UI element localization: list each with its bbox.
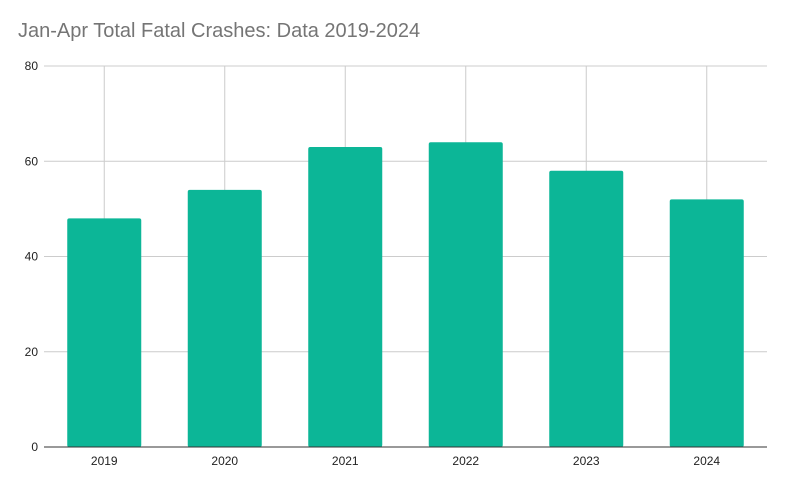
bar-2024 (669, 199, 744, 447)
y-tick-label: 0 (31, 440, 38, 454)
x-tick-label: 2019 (91, 454, 118, 468)
bar-2023 (549, 170, 624, 447)
x-tick-label: 2021 (332, 454, 359, 468)
y-tick-label: 20 (25, 345, 39, 359)
bar-2022 (428, 142, 503, 447)
y-tick-label: 40 (25, 250, 39, 264)
bar-2020 (187, 189, 262, 447)
bar-2021 (308, 146, 383, 447)
y-tick-label: 80 (25, 59, 39, 73)
chart-title: Jan-Apr Total Fatal Crashes: Data 2019-2… (18, 20, 421, 42)
y-tick-label: 60 (25, 154, 39, 168)
x-tick-label: 2020 (211, 454, 238, 468)
x-tick-label: 2023 (573, 454, 600, 468)
x-tick-label: 2022 (452, 454, 479, 468)
x-tick-label: 2024 (693, 454, 720, 468)
bar-2019 (67, 218, 142, 447)
